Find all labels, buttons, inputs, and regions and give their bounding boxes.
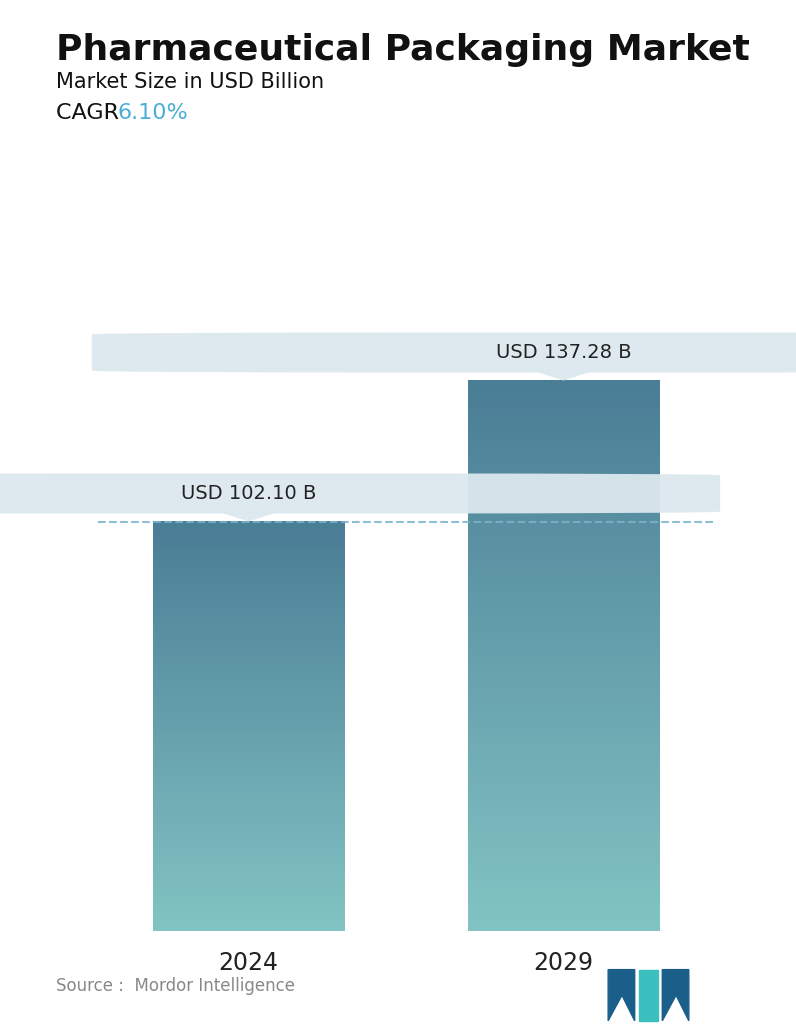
Polygon shape — [608, 970, 634, 1021]
Text: 6.10%: 6.10% — [118, 103, 189, 123]
Polygon shape — [662, 970, 689, 1021]
Text: Source :  Mordor Intelligence: Source : Mordor Intelligence — [56, 977, 295, 995]
Text: Pharmaceutical Packaging Market: Pharmaceutical Packaging Market — [56, 33, 750, 67]
Text: USD 102.10 B: USD 102.10 B — [181, 484, 316, 503]
Text: CAGR: CAGR — [56, 103, 126, 123]
FancyBboxPatch shape — [92, 333, 796, 372]
Text: Market Size in USD Billion: Market Size in USD Billion — [56, 72, 324, 92]
Polygon shape — [533, 370, 595, 381]
Text: USD 137.28 B: USD 137.28 B — [496, 343, 631, 362]
FancyBboxPatch shape — [0, 474, 720, 514]
Polygon shape — [217, 512, 279, 521]
Polygon shape — [639, 970, 658, 1021]
